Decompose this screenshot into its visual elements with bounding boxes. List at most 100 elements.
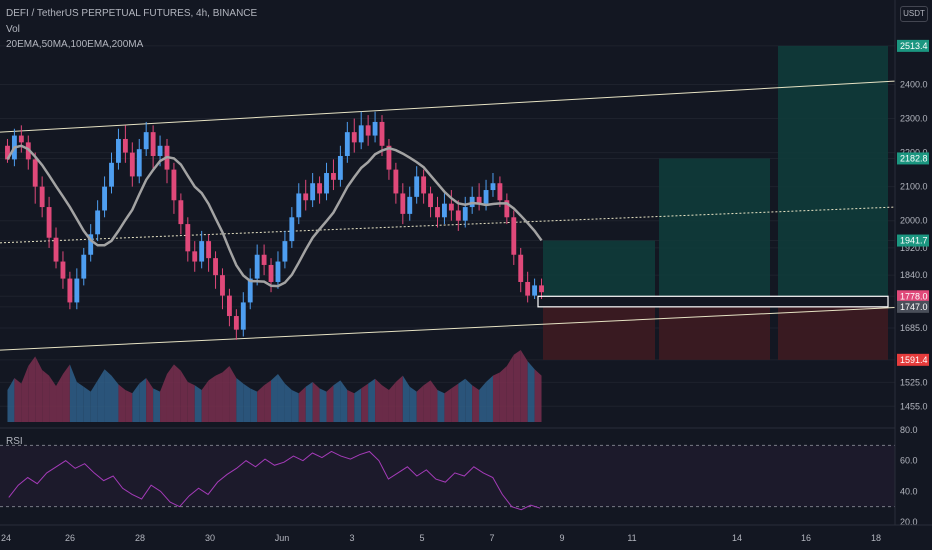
volume-segment: [402, 375, 410, 422]
rsi-band: [0, 445, 895, 507]
rsi-tick-label: 60.0: [900, 456, 918, 466]
volume-segment: [215, 372, 223, 422]
currency-badge[interactable]: USDT: [900, 6, 928, 22]
candle-body: [365, 125, 371, 136]
volume-segment: [368, 378, 376, 422]
candle-body: [226, 295, 232, 317]
candle-body: [351, 132, 357, 143]
candle-body: [171, 169, 177, 201]
volume-segment: [139, 378, 147, 422]
volume-segment: [326, 385, 334, 422]
volume-segment: [76, 382, 84, 422]
volume-segment: [472, 385, 480, 422]
time-tick-label: 14: [732, 533, 742, 543]
stop-zone: [778, 306, 888, 360]
stop-zone: [659, 306, 770, 360]
candle-body: [5, 145, 10, 160]
candle-body: [421, 176, 427, 194]
volume-segment: [492, 372, 500, 422]
volume-segment: [153, 388, 161, 422]
price-marker-bg: [897, 152, 929, 165]
candle-body: [476, 196, 482, 204]
candle-body: [213, 258, 218, 276]
volume-segment: [382, 385, 389, 422]
volume-segment: [465, 378, 473, 422]
candle-body: [282, 241, 288, 262]
candle-body: [109, 162, 114, 187]
price-tick-label: 2400.0: [900, 79, 928, 89]
candle-body: [53, 237, 59, 262]
rsi-label[interactable]: RSI: [6, 436, 23, 447]
candle-body: [95, 210, 101, 235]
price-marker-bg: [897, 39, 929, 52]
price-marker-label: 1747.0: [900, 302, 928, 312]
moving-average: [6, 144, 543, 288]
rsi-tick-label: 40.0: [900, 486, 918, 496]
candle-body: [220, 275, 225, 296]
target-zone: [543, 240, 655, 297]
ma-line: [6, 144, 543, 288]
volume-segment: [361, 383, 369, 422]
volume-segment: [506, 354, 514, 422]
volume-segment: [180, 370, 188, 422]
price-marker-bg: [897, 290, 929, 303]
volume-segment: [7, 378, 15, 422]
time-tick-label: 11: [627, 533, 636, 543]
candle-body: [122, 138, 128, 153]
candle-body: [407, 196, 413, 214]
time-tick-label: 28: [135, 533, 145, 543]
volume-segment: [271, 374, 278, 422]
volume-segment: [319, 388, 327, 422]
time-tick-label: 30: [205, 533, 215, 543]
candle-body: [414, 176, 420, 197]
candle-body: [157, 145, 163, 156]
candle-body: [483, 190, 489, 204]
volume-segment: [451, 383, 459, 422]
stop-zone: [543, 306, 655, 360]
volume-segment: [277, 374, 285, 422]
candle-body: [18, 135, 24, 143]
candle-body: [504, 200, 510, 218]
candle-body: [372, 121, 378, 136]
ma-label[interactable]: 20EMA,50MA,100EMA,200MA: [6, 39, 144, 50]
channel-upper: [0, 80, 896, 133]
candle-body: [150, 132, 156, 156]
candle-body: [525, 281, 531, 296]
price-tick-label: 1455.0: [900, 401, 928, 411]
price-marker-label: 1591.4: [900, 355, 928, 365]
entry-range-box: [537, 295, 889, 308]
volume-segment: [173, 364, 181, 422]
candle-body: [240, 302, 246, 330]
volume-segment: [208, 375, 216, 422]
price-tick-label: 1525.0: [900, 377, 928, 387]
volume-segment: [49, 375, 57, 422]
candle-body: [261, 254, 267, 265]
time-tick-label: 9: [559, 533, 564, 543]
price-marker-bg: [897, 300, 929, 313]
time-tick-label: 24: [1, 533, 11, 543]
volume-segment: [125, 390, 133, 422]
time-tick-label: 18: [871, 533, 881, 543]
candle-body: [136, 149, 142, 177]
volume-segment: [62, 364, 70, 422]
price-axis[interactable]: 1455.0 1525.0 1685.0 1840.0 1920.0 2000.0 2100…: [894, 0, 929, 525]
volume-segment: [14, 378, 22, 422]
candle-body: [81, 254, 87, 279]
candle-body: [254, 254, 260, 279]
candle-body: [386, 145, 392, 170]
volume-segment: [416, 385, 424, 422]
volume-segment: [236, 378, 244, 422]
volume-segment: [160, 374, 167, 422]
candle-body: [88, 234, 94, 255]
time-axis[interactable]: 24 26 28 30 Jun 3 5 7 9 11 14 16 18: [0, 524, 932, 543]
channel-lower: [0, 307, 896, 351]
volume-segment: [430, 380, 438, 422]
price-tick-label: 2300.0: [900, 114, 928, 124]
price-marker-label: 2513.4: [900, 41, 928, 51]
volume-label[interactable]: Vol: [6, 24, 20, 35]
volume-segment: [97, 369, 105, 422]
candle-body: [275, 261, 281, 282]
volume-segment: [375, 378, 383, 422]
entry-box: [537, 295, 889, 308]
candle-body: [67, 278, 73, 303]
